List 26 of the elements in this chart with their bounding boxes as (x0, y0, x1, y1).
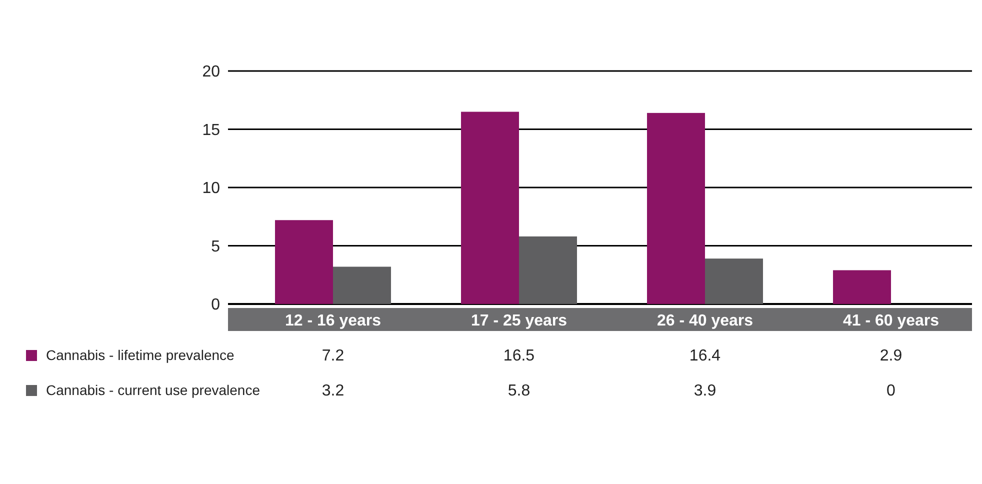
x-tick-label: 41 - 60 years (842, 312, 940, 330)
data-label: 3.2 (322, 382, 344, 400)
data-label: 5.8 (508, 382, 530, 400)
y-tick-label: 0 (211, 296, 220, 314)
y-tick-label: 10 (202, 180, 220, 198)
data-label: 0 (886, 382, 896, 400)
bar (833, 270, 891, 304)
bar (705, 258, 763, 304)
bar (461, 112, 519, 304)
bar (647, 112, 705, 304)
y-tick-label: 20 (202, 64, 220, 81)
bar (275, 220, 333, 304)
y-tick-label: 15 (202, 122, 220, 139)
data-label: 3.9 (694, 382, 716, 400)
data-label: 16.5 (503, 348, 535, 365)
legend-label: Cannabis - lifetime prevalence (46, 346, 235, 363)
legend-label: Cannabis - current use prevalence (46, 382, 260, 398)
data-label: 2.9 (880, 348, 902, 365)
data-label: 7.2 (322, 348, 344, 365)
y-tick-label: 5 (211, 238, 220, 256)
data-label: 16.4 (689, 348, 721, 365)
x-tick-label: 12 - 16 years (284, 312, 382, 330)
bar (519, 236, 577, 304)
bar (333, 266, 391, 304)
x-tick-label: 26 - 40 years (656, 312, 754, 330)
x-tick-label: 17 - 25 years (470, 312, 568, 330)
